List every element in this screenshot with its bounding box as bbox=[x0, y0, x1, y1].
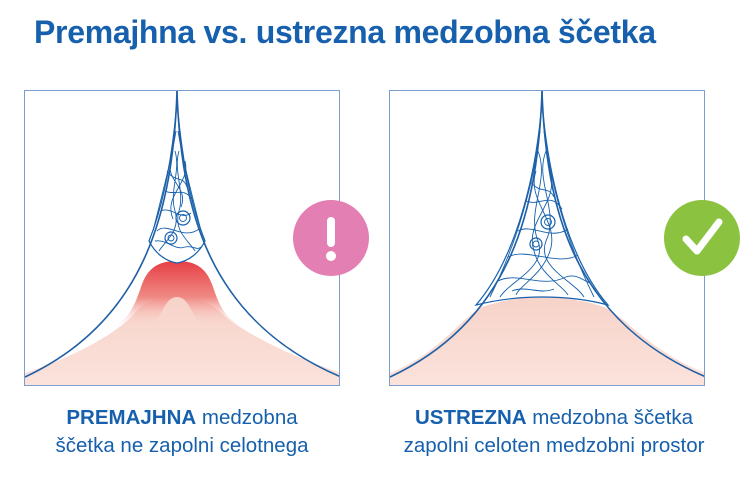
proper-label: USTREZNA bbox=[415, 406, 527, 429]
caption-text: zapolni celoten medzobni prostor bbox=[403, 434, 705, 457]
proper-caption: USTREZNA medzobna ščetka zapolni celoten… bbox=[384, 404, 724, 460]
tooth-outline-left bbox=[390, 91, 543, 378]
too-small-brush-illustration bbox=[24, 90, 340, 386]
checkmark-icon bbox=[664, 200, 740, 276]
caption-text: medzobna bbox=[196, 406, 298, 429]
interdental-space-diagram-left bbox=[25, 91, 339, 385]
brush-bristles-small bbox=[148, 100, 206, 264]
tooth-outline-right bbox=[176, 91, 339, 377]
too-small-caption: PREMAJHNA medzobna ščetka ne zapolni cel… bbox=[26, 404, 338, 460]
tooth-outline-left bbox=[25, 91, 178, 378]
tooth-outline-right bbox=[541, 91, 704, 377]
too-small-label: PREMAJHNA bbox=[66, 406, 197, 429]
gum-tissue bbox=[390, 297, 704, 385]
caption-text: ščetka ne zapolni celotnega bbox=[55, 434, 309, 457]
exclamation-icon bbox=[293, 200, 369, 276]
caption-text: medzobna ščetka bbox=[526, 406, 693, 429]
proper-brush-illustration bbox=[389, 90, 705, 386]
page-title: Premajhna vs. ustrezna medzobna ščetka bbox=[34, 14, 656, 50]
inflamed-gum bbox=[119, 261, 237, 328]
interdental-space-diagram-right bbox=[390, 91, 704, 385]
gum-tissue bbox=[25, 297, 339, 385]
brush-bristles-proper bbox=[474, 100, 610, 307]
